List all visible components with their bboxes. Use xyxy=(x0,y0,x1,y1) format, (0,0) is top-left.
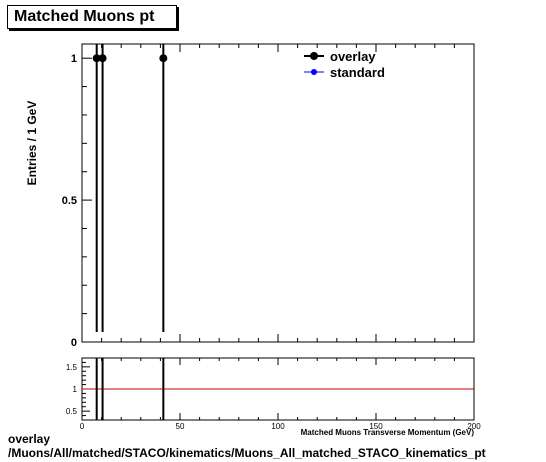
ratio-x-tick-label: 150 xyxy=(369,422,383,431)
main-y-tick-label: 1 xyxy=(71,53,77,65)
legend-label-overlay: overlay xyxy=(330,49,376,64)
ratio-y-tick-label: 1.5 xyxy=(66,363,78,372)
main-y-tick-label: 0.5 xyxy=(62,195,77,207)
ratio-x-tick-label: 0 xyxy=(80,422,85,431)
ratio-y-tick-label: 0.5 xyxy=(66,407,78,416)
overlay-point xyxy=(92,54,101,63)
chart-title-box: Matched Muons pt xyxy=(7,5,177,29)
legend-label-standard: standard xyxy=(330,65,385,80)
main-y-axis-title: Entries / 1 GeV xyxy=(25,101,39,186)
ratio-x-tick-label: 100 xyxy=(271,422,285,431)
ratio-x-tick-label: 50 xyxy=(176,422,185,431)
footer-path: /Muons/All/matched/STACO/kinematics/Muon… xyxy=(8,446,486,460)
footer-label: overlay xyxy=(8,432,51,446)
ratio-x-tick-label: 200 xyxy=(467,422,481,431)
main-plot-frame xyxy=(81,43,475,343)
overlay-point xyxy=(98,54,107,63)
legend-marker-standard xyxy=(311,69,317,75)
legend-marker-overlay xyxy=(310,52,318,60)
overlay-point xyxy=(159,54,168,63)
chart-title: Matched Muons pt xyxy=(14,8,155,25)
main-y-tick-label: 0 xyxy=(71,337,77,349)
x-axis-title: Matched Muons Transverse Momentum (GeV) xyxy=(301,428,475,437)
ratio-y-tick-label: 1 xyxy=(73,385,78,394)
